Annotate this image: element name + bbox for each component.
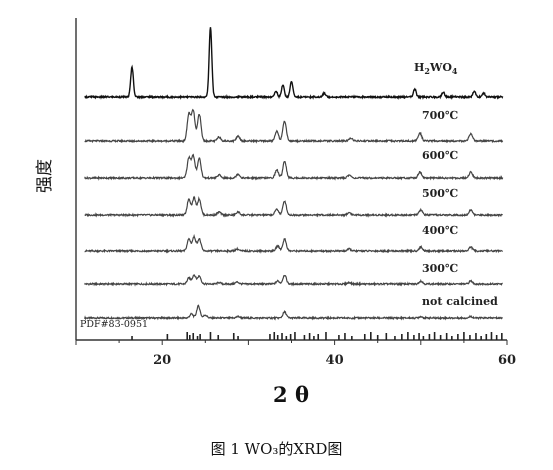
series-line — [84, 153, 504, 181]
series-line — [84, 195, 504, 218]
reference-label: PDF#83-0951 — [80, 319, 148, 330]
series-group: not calcined 300℃ 400℃ 500℃ 600℃ 700℃ H2WO4 — [84, 27, 504, 321]
figure-caption: 图 1 WO₃的XRD图 — [210, 440, 343, 458]
y-axis-label: 强度 — [35, 159, 55, 193]
series-line — [84, 27, 504, 101]
series-label: 600℃ — [422, 149, 458, 162]
series-label: 400℃ — [422, 224, 458, 237]
series-line — [84, 233, 503, 254]
series-line — [84, 304, 503, 321]
series-label: 300℃ — [422, 262, 458, 275]
reference-pattern — [131, 332, 503, 340]
series-label: H2WO4 — [414, 61, 458, 76]
x-ticks: 20 40 60 — [75, 340, 516, 368]
x-axis-label: 2 θ — [273, 382, 309, 407]
series-label: 700℃ — [422, 109, 458, 122]
series-label: 500℃ — [422, 187, 458, 200]
series-label: not calcined — [422, 295, 498, 308]
series-line — [84, 274, 503, 287]
x-tick-label: 20 — [153, 353, 171, 368]
x-tick-label: 40 — [326, 353, 344, 368]
series-line — [84, 108, 504, 144]
x-tick-label: 60 — [498, 353, 516, 368]
